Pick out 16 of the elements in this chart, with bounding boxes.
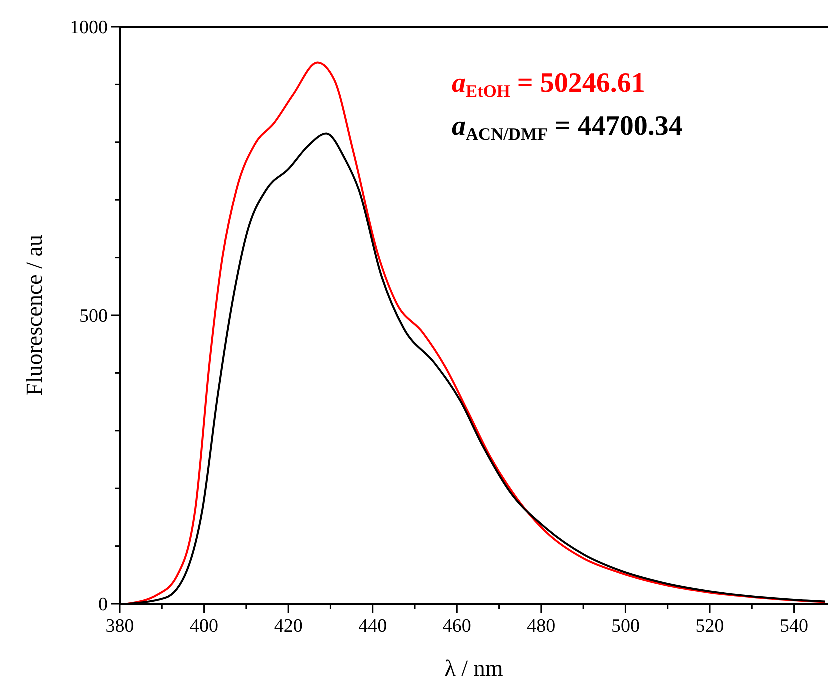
x-tick-label: 520: [696, 616, 724, 637]
x-axis-title: λ / nm: [444, 656, 504, 681]
y-tick-label: 1000: [70, 18, 108, 39]
annotation: a$_{ACN/DMF}$ = 44700.34: [452, 111, 683, 144]
annotation: a$_{EtOH}$ = 50246.61: [452, 68, 646, 102]
y-tick-label: 500: [80, 306, 108, 328]
x-tick-label: 500: [611, 616, 640, 637]
x-tick-label: 440: [358, 616, 388, 637]
x-tick-label: 460: [442, 616, 472, 637]
x-tick-label: 420: [274, 616, 303, 637]
x-tick-label: 380: [106, 616, 134, 637]
x-tick-label: 400: [190, 616, 219, 637]
x-tick-label: 540: [780, 616, 809, 637]
y-axis-title: Fluorescence / au: [22, 234, 47, 396]
y-tick-label: 0: [98, 594, 108, 616]
x-tick-label: 480: [527, 616, 556, 637]
